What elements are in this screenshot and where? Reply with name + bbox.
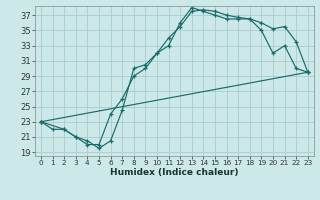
X-axis label: Humidex (Indice chaleur): Humidex (Indice chaleur): [110, 168, 239, 177]
